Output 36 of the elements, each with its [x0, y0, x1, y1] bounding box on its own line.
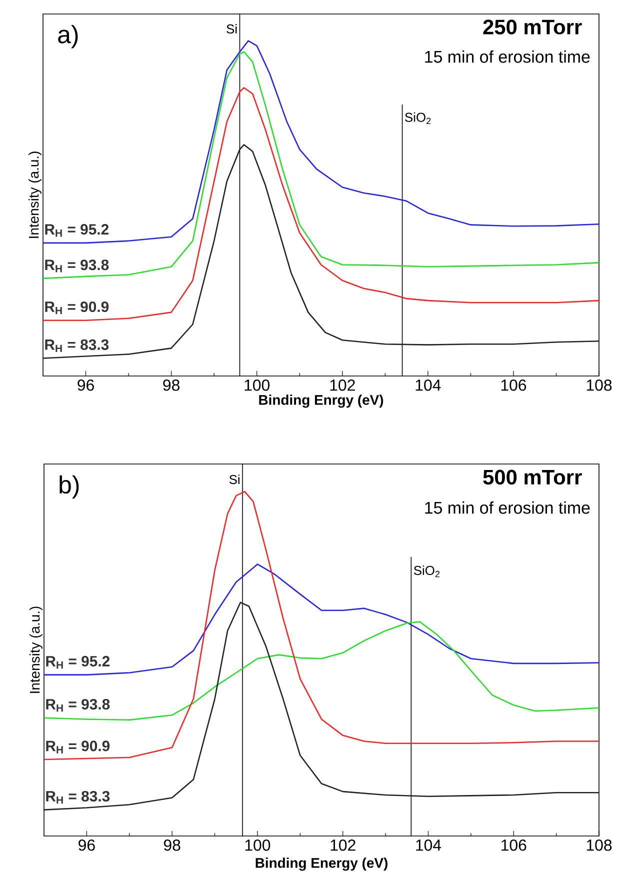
x-tick-label: 96 — [78, 840, 95, 851]
annotation: a) — [58, 25, 78, 48]
x-tick-label: 106 — [502, 840, 526, 851]
x-axis-title: Binding Enrgy (eV) — [259, 394, 384, 408]
x-tick-label: 108 — [586, 380, 612, 391]
x-tick-label: 104 — [416, 380, 441, 391]
x-tick-label: 98 — [164, 840, 180, 851]
series-label: R$_{H}$ = 83.3 — [46, 790, 110, 804]
x-tick-label: 100 — [245, 840, 270, 851]
chart-title: 250 mTorr — [483, 20, 582, 34]
series-label: R$_{H}$ = 83.3 — [45, 339, 109, 352]
x-tick-label: 100 — [244, 380, 270, 391]
ref-line-label: SiO$_{2}$ — [414, 566, 440, 578]
series-label: R$_{H}$ = 95.2 — [46, 656, 110, 669]
x-tick-label: 106 — [501, 380, 526, 391]
series-label: R$_{H}$ = 93.8 — [46, 698, 110, 712]
x-tick-label: 102 — [330, 380, 355, 391]
annotation: b) — [60, 475, 79, 499]
x-tick-label: 108 — [586, 840, 612, 851]
x-tick-label: 102 — [330, 840, 356, 851]
y-axis-title: Intensity (a.u.) — [29, 606, 42, 693]
series-label: R$_{H}$ = 90.9 — [46, 740, 110, 754]
series-label: R$_{H}$ = 95.2 — [45, 224, 109, 237]
x-tick-label: 104 — [416, 840, 442, 851]
ref-line-label: SiO$_{2}$ — [405, 112, 431, 124]
chart-subtitle: 15 min of erosion time — [425, 501, 590, 514]
chart-title: 500 mTorr — [483, 470, 582, 485]
ref-line-label: Si — [226, 24, 237, 34]
x-axis-title: Binding Energy (eV) — [256, 858, 388, 871]
ref-line-label: Si — [229, 474, 240, 484]
x-tick-label: 98 — [163, 380, 180, 391]
chart-subtitle: 15 min of erosion time — [425, 50, 590, 63]
y-axis-title: Intensity (a.u.) — [28, 152, 42, 238]
series-label: R$_{H}$ = 90.9 — [45, 301, 109, 314]
series-label: R$_{H}$ = 93.8 — [45, 260, 109, 272]
x-tick-label: 96 — [78, 380, 94, 391]
